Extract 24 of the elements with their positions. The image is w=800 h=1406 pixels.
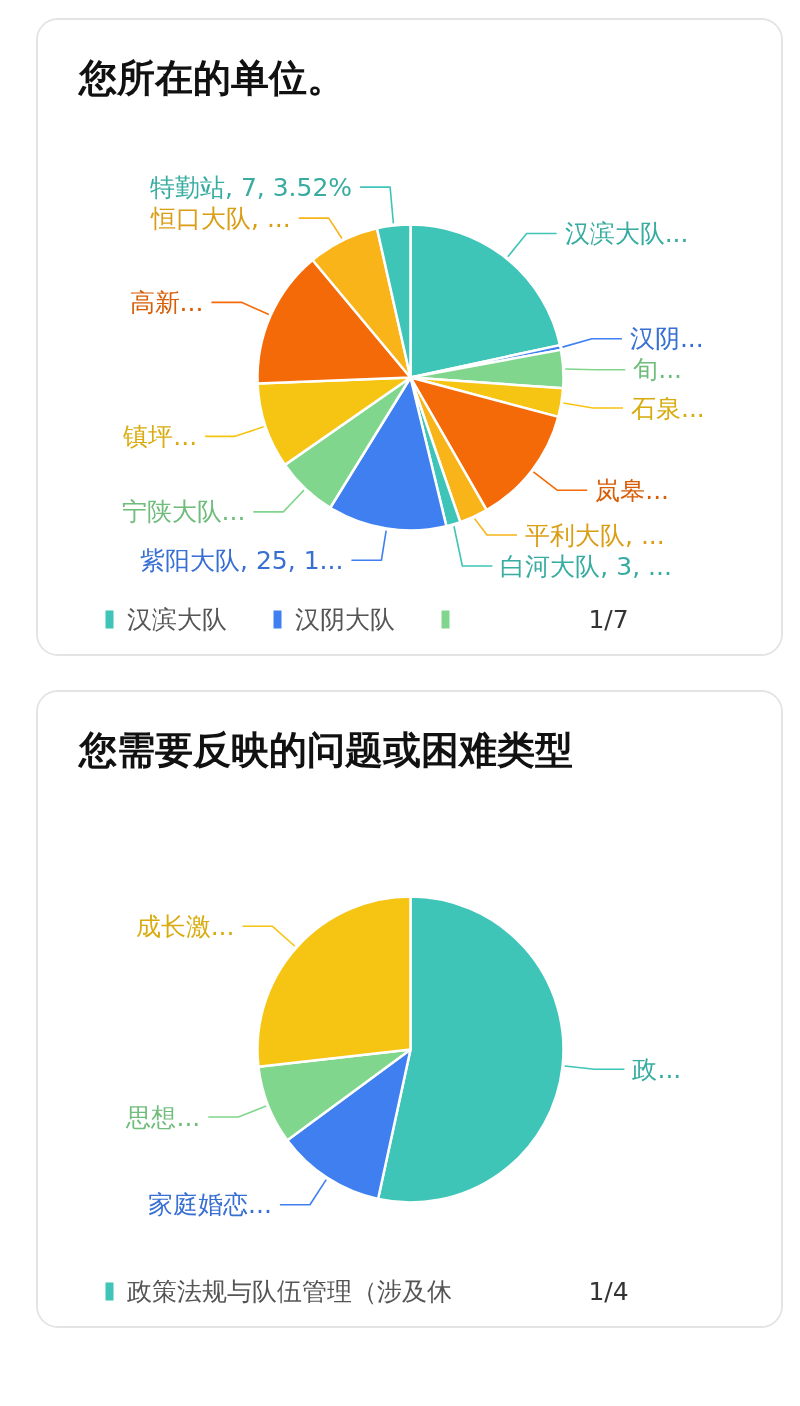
text: 1/7 <box>588 605 629 634</box>
data-label: 白河大队, 3, ... <box>500 551 672 581</box>
data-label: 平利大队, ... <box>524 520 665 550</box>
data-label: 紫阳大队, 25, 1... <box>140 545 344 575</box>
data-label: 恒口大队, ... <box>150 203 291 233</box>
data-label: 石泉... <box>630 393 705 423</box>
data-label: 特勤站, 7, 3.52% <box>149 172 353 202</box>
data-label: 家庭婚恋... <box>148 1190 272 1220</box>
data-label: 镇坪... <box>122 421 198 451</box>
data-label: 成长激... <box>135 911 235 941</box>
data-label: 政... <box>632 1054 682 1084</box>
data-label: 汉滨大队... <box>564 219 689 249</box>
legend-label: 政策法规与队伍管理（涉及休 <box>126 1277 452 1306</box>
data-label: 汉阴... <box>629 324 704 354</box>
data-label: 宁陕大队... <box>121 497 246 527</box>
data-label: 旬... <box>633 355 683 385</box>
data-label: 思想... <box>125 1102 201 1132</box>
chart-title: 您所在的单位。 <box>76 55 345 100</box>
legend-label: 汉滨大队 <box>126 605 227 634</box>
legend-label: 汉阴大队 <box>294 605 395 634</box>
chart-title: 您需要反映的问题或困难类型 <box>76 727 573 772</box>
data-label: 高新... <box>129 287 204 317</box>
text: 1/4 <box>588 1277 629 1306</box>
data-label: 岚皋... <box>595 475 670 505</box>
